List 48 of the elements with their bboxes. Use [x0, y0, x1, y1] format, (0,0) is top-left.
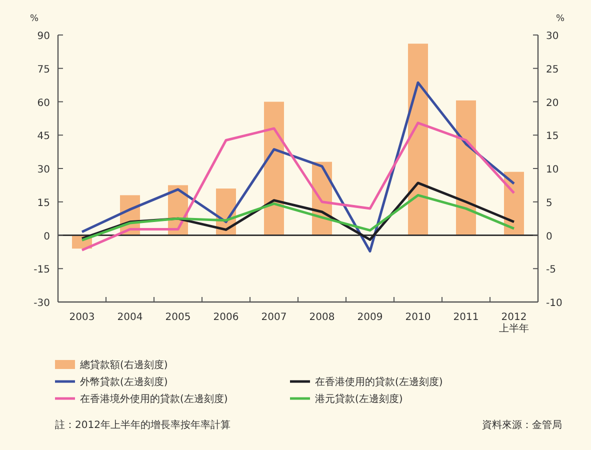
bar — [456, 100, 476, 236]
y2-tick-label: 30 — [546, 31, 559, 42]
legend-label: 外幣貸款(左邊刻度) — [80, 376, 168, 388]
y2-tick-label: 20 — [546, 98, 559, 109]
y-tick-label: 90 — [37, 31, 50, 42]
x-tick-label: 2003 — [69, 312, 95, 323]
y2-tick-label: 10 — [546, 164, 559, 176]
line-series — [80, 81, 516, 253]
y-tick-label: 30 — [37, 164, 50, 176]
y-tick-label: 45 — [37, 131, 50, 142]
x-tick-label: 2005 — [165, 312, 191, 323]
text: 註：2012年上半年的增長率按年率計算 — [55, 419, 230, 431]
y-tick-label: 75 — [37, 64, 50, 76]
x-tick-label: 2012 上半年 — [499, 312, 529, 334]
x-tick-label: 2010 — [405, 312, 431, 323]
legend-item: 在香港使用的貸款(左邊刻度) — [290, 377, 443, 388]
y2-tick-label: -10 — [546, 298, 562, 309]
y2-tick-label: -5 — [546, 264, 556, 276]
y2-axis-title: % — [556, 14, 565, 24]
y2-tick-label: 5 — [546, 198, 552, 209]
legend-label: 在香港境外使用的貸款(左邊刻度) — [80, 393, 228, 405]
x-tick-label: 2008 — [309, 312, 335, 323]
source-note: 資料來源：金管局 — [482, 419, 562, 431]
legend-label: 在香港使用的貸款(左邊刻度) — [315, 376, 443, 388]
legend-item: 外幣貸款(左邊刻度) — [55, 377, 168, 388]
y2-tick-label: 15 — [546, 131, 559, 142]
legend-label: 港元貸款(左邊刻度) — [315, 393, 403, 405]
y2-tick-label: 0 — [546, 231, 552, 242]
y-tick-label: -15 — [34, 264, 50, 276]
legend-item: 總貸款額(右邊刻度) — [55, 360, 168, 371]
y-tick-label: 60 — [37, 98, 50, 109]
legend-item: 在香港境外使用的貸款(左邊刻度) — [55, 394, 228, 405]
legend-item: 港元貸款(左邊刻度) — [290, 394, 403, 405]
bar — [408, 44, 428, 236]
x-tick-label: 2004 — [117, 312, 143, 323]
line-series — [80, 194, 516, 242]
y-tick-label: -30 — [34, 298, 50, 309]
x-tick-label: 2011 — [453, 312, 479, 323]
bar — [264, 102, 284, 236]
x-tick-label: 2007 — [261, 312, 287, 323]
x-tick-label: 2006 — [213, 312, 239, 323]
y2-tick-label: 25 — [546, 64, 559, 76]
y-axis-title: % — [30, 14, 39, 24]
y-tick-label: 15 — [37, 198, 50, 209]
y-tick-label: 0 — [44, 231, 50, 242]
line-series — [80, 122, 516, 252]
x-tick-label: 2009 — [357, 312, 383, 323]
legend-label: 總貸款額(右邊刻度) — [79, 359, 168, 371]
